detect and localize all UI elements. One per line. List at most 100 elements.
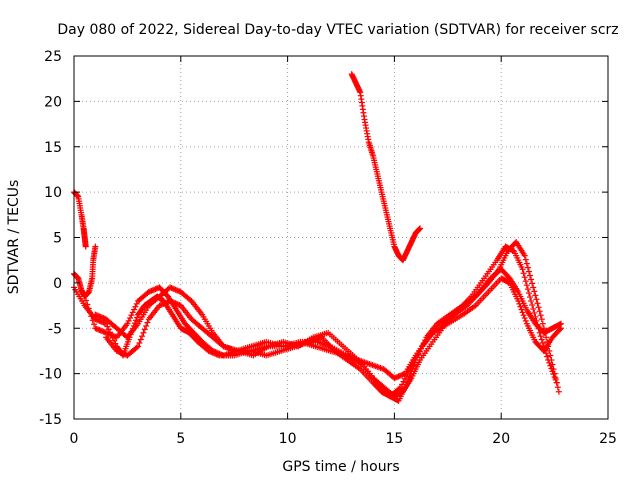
data-point [85, 305, 92, 312]
x-tick-label: 20 [492, 431, 510, 447]
y-tick-label: -15 [39, 412, 62, 428]
data-point [417, 225, 424, 232]
data-point [104, 323, 111, 330]
data-point [529, 280, 536, 287]
data-point [415, 351, 422, 358]
data-point [531, 288, 538, 295]
data-point [422, 337, 429, 344]
ticks [73, 55, 609, 420]
data-point [537, 333, 544, 340]
data-point [549, 361, 556, 368]
data-point [522, 317, 529, 324]
data-point [416, 348, 423, 355]
series-trace-5 [92, 243, 560, 400]
data-point [529, 301, 536, 308]
data-point [519, 309, 526, 316]
data-point [143, 322, 150, 329]
data-point [538, 316, 545, 323]
data-point [530, 305, 537, 312]
data-point [537, 312, 544, 319]
data-point [92, 243, 99, 250]
chart-title: Day 080 of 2022, Sidereal Day-to-day VTE… [57, 22, 618, 38]
series-trace-1 [71, 189, 89, 250]
data-point [523, 282, 530, 289]
data-point [548, 357, 555, 364]
data-point [135, 343, 142, 350]
y-tick-label: 10 [44, 185, 62, 201]
y-tick-labels: -15 -10 -5 0 5 10 15 20 25 [39, 49, 62, 428]
data-point [536, 308, 543, 315]
data-points [71, 71, 565, 404]
data-point [132, 303, 139, 310]
data-point [535, 325, 542, 332]
data-point [81, 293, 88, 300]
data-point [550, 366, 557, 373]
data-point [558, 320, 565, 327]
data-point [409, 365, 416, 372]
data-point [521, 252, 528, 259]
data-point [82, 243, 89, 250]
x-tick-label: 25 [599, 431, 617, 447]
data-point [128, 312, 135, 319]
data-point [520, 312, 527, 319]
data-point [140, 329, 147, 336]
data-point [83, 297, 90, 304]
data-point [519, 266, 526, 273]
data-point [136, 339, 143, 346]
data-point [522, 278, 529, 285]
data-point [535, 304, 542, 311]
data-point [88, 313, 95, 320]
data-point [132, 317, 139, 324]
data-point [528, 276, 535, 283]
data-point [538, 336, 545, 343]
data-point [551, 370, 558, 377]
x-tick-label: 15 [385, 431, 403, 447]
data-point [533, 296, 540, 303]
y-tick-label: 5 [53, 231, 62, 247]
data-point [524, 264, 531, 271]
data-point [127, 315, 134, 322]
data-point [539, 320, 546, 327]
series-trace-6 [103, 239, 562, 404]
data-point [419, 342, 426, 349]
data-point [527, 294, 534, 301]
y-tick-label: 25 [44, 49, 62, 65]
x-tick-label: 10 [279, 431, 297, 447]
data-point [545, 343, 552, 350]
x-axis-label: GPS time / hours [282, 459, 399, 475]
data-point [418, 345, 425, 352]
data-point [137, 336, 144, 343]
data-point [125, 317, 132, 324]
data-point [91, 321, 98, 328]
data-point [541, 346, 548, 353]
data-point [131, 306, 138, 313]
data-point [401, 375, 408, 382]
y-tick-label: -10 [39, 367, 62, 383]
data-point [414, 354, 421, 361]
data-point [133, 344, 140, 351]
data-point [396, 385, 403, 392]
data-point [539, 339, 546, 346]
data-point [517, 303, 524, 310]
data-point [522, 256, 529, 263]
data-point [534, 321, 541, 328]
data-point [406, 374, 413, 381]
data-point [533, 317, 540, 324]
data-point [531, 309, 538, 316]
data-point [400, 378, 407, 385]
data-point [412, 357, 419, 364]
data-point [187, 296, 194, 303]
data-point [525, 290, 532, 297]
grid [74, 56, 608, 419]
x-tick-label: 5 [176, 431, 185, 447]
y-axis-label: SDTVAR / TECUs [6, 180, 22, 295]
data-point [530, 284, 537, 291]
data-point [528, 298, 535, 305]
data-point [139, 333, 146, 340]
data-point [525, 268, 532, 275]
data-point [543, 334, 550, 341]
data-point [144, 319, 151, 326]
series-trace-7 [348, 71, 424, 264]
data-point [141, 326, 148, 333]
